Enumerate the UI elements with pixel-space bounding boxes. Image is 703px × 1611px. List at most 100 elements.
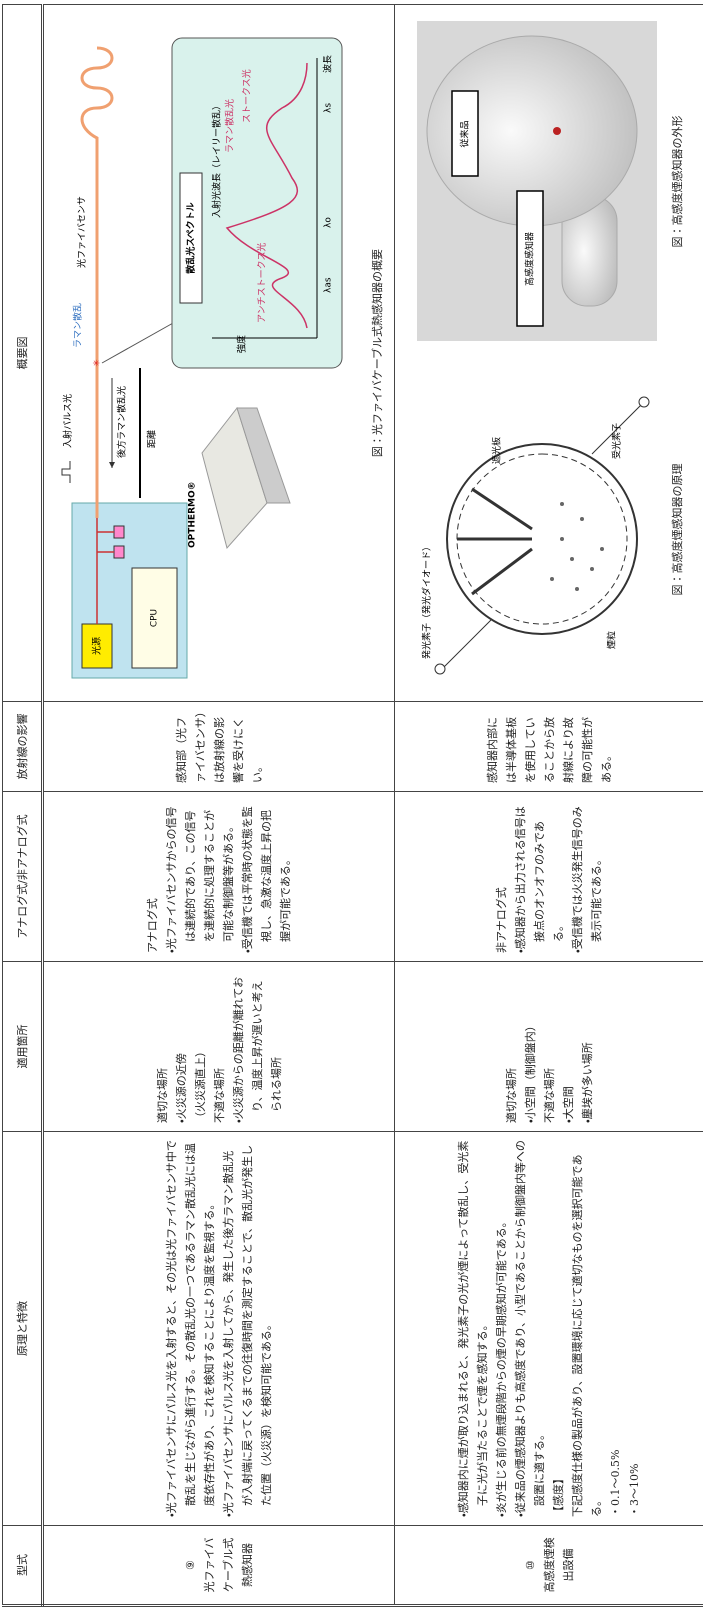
smoke-diagram: 発光素子（発光ダイオード） 遮光板 受光素子 煙粒 (420, 397, 649, 675)
header-cell: 型式 (2, 1525, 43, 1606)
label: 従来品 (458, 121, 470, 148)
cell-text: ・炎が生じる前の無煙段階からの煙の早期感知が可能である。 (495, 1216, 508, 1517)
label: ストークス光 (240, 69, 252, 123)
spectrum-box (171, 37, 342, 369)
axes (211, 58, 317, 339)
title-box (179, 172, 202, 304)
cell-text: ⑨ (184, 1560, 197, 1570)
cell-text: 高感度煙検出設備 (542, 1537, 575, 1593)
cell-text: アナログ式 (146, 898, 159, 953)
header-cell: アナログ式/非アナログ式 (2, 791, 43, 962)
analog-cell: アナログ式 ・光ファイバセンサからの信号は連続的であり、この信号を連続的に処理する… (42, 791, 395, 962)
device (235, 407, 291, 504)
label: アンチストークス光 (255, 243, 267, 323)
analog-cell: 非アナログ式 ・感知器から出力される信号は接点のオンオフのみである。 ・受信機では火… (394, 791, 703, 962)
label: ラマン散乱 (71, 303, 83, 348)
label: 波長 (321, 55, 333, 73)
label: λs (323, 103, 333, 113)
header-row: 型式 原理と特徴 適用箇所 アナログ式/非アナログ式 放射線の影響 概要図 (2, 4, 43, 1606)
label: CPU (149, 609, 159, 627)
cell-text: ・光ファイバセンサにパルス光を入射してから、発生した後方ラマン散乱光が入射端に戻… (222, 1144, 273, 1517)
cell-text: 非アナログ式 (495, 887, 508, 953)
detector (113, 525, 124, 539)
pulse (61, 461, 70, 483)
row: ⑩ 高感度煙検出設備 ・感知器内に煙が取り込まれると、発光素子の光が煙によって散乱… (394, 4, 703, 1606)
principle-cell: ・光ファイバセンサにパルス光を入射すると、その光は光ファイバセンサ中で散乱を生じ… (42, 1131, 395, 1526)
label: 強度 (235, 335, 247, 353)
caption: 図：光ファイバケーブル式熱感知器の概要 (370, 248, 384, 458)
label: 遮光板 (490, 437, 502, 464)
cell-text: ・受信機では平常時の状態を監視し、急激な温度上昇の把握が可能である。 (241, 806, 292, 953)
label: 光源 (90, 637, 102, 655)
header-cell: 原理と特徴 (2, 1131, 43, 1526)
cell-text: ・光ファイバセンサからの信号は連続的であり、この信号を連続的に処理することが可能… (165, 806, 235, 953)
cell-text: 適切な場所 (504, 1068, 518, 1123)
fiber (80, 46, 113, 518)
cell-text: ・光ファイバセンサにパルス光を入射すると、その光は光ファイバセンサ中で散乱を生じ… (165, 1140, 216, 1517)
row: ⑨ 光ファイバケーブル式熱感知器 ・光ファイバセンサにパルス光を入射すると、その光… (42, 4, 395, 1606)
cell-text: ・従来品の煙感知器よりも高感度であり、小型であることから制御盤内等への設置に適す… (514, 1140, 546, 1517)
radiation-cell: 感知器内部には半導体基板を使用していることから放射線により故障の可能性がある。 (394, 701, 703, 792)
label-box (515, 190, 544, 328)
figure-cell: 発光素子（発光ダイオード） 遮光板 受光素子 煙粒 図：高感度煙感知器の原理 高… (394, 4, 703, 702)
cpu-box (131, 567, 177, 669)
label: OPTHERMO® (187, 481, 197, 548)
cell-text: 不適な場所 (542, 1068, 556, 1123)
cell-text: ・受信機では火災発生信号のみ表示可能である。 (571, 806, 603, 953)
chamber-inner (456, 454, 627, 625)
detector-photo: 高感度感知器 従来品 (416, 21, 657, 342)
label: ラマン散乱光 (223, 99, 235, 153)
label: 散乱光スペクトル (184, 202, 196, 273)
terminal (638, 397, 649, 408)
label: λas (323, 277, 333, 293)
cell-text: ・大空間 (561, 1086, 575, 1123)
label: 光ファイバセンサ (75, 196, 87, 268)
label: 煙粒 (605, 631, 617, 649)
principle-cell: ・感知器内に煙が取り込まれると、発光素子の光が煙によって散乱し、受光素子に光が当… (394, 1131, 703, 1526)
cell-text: ・0.1～0.5% (609, 1449, 622, 1517)
spectrum-curve (225, 62, 308, 329)
particles (549, 502, 604, 592)
header-cell: 適用箇所 (2, 961, 43, 1132)
detector (113, 545, 124, 559)
scatter-star: ✳ (92, 359, 102, 367)
cell-text: ⑩ (523, 1560, 537, 1570)
shield (456, 488, 533, 596)
terminal (434, 664, 445, 675)
cell-text: 光ファイバケーブル式熱感知器 (203, 1537, 254, 1593)
label: λo (323, 217, 333, 228)
cell-text: ・感知器から出力される信号は接点のオンオフのみである。 (514, 806, 565, 953)
fiber-diagram: 光源 CPU 入射パルス光 後方ラマン散乱光 距離 ✳ ラマン散乱 光ファイバセ… (61, 37, 342, 679)
cell-text: （火災源直上） (193, 1046, 207, 1123)
type-cell: ⑩ 高感度煙検出設備 (394, 1525, 703, 1606)
figure-cell: 光源 CPU 入射パルス光 後方ラマン散乱光 距離 ✳ ラマン散乱 光ファイバセ… (42, 4, 395, 702)
figure: 発光素子（発光ダイオード） 遮光板 受光素子 煙粒 図：高感度煙感知器の原理 (412, 370, 687, 690)
label: 後方ラマン散乱光 (115, 386, 127, 458)
application-cell: 適切な場所 ・火災源の近傍 （火災源直上） 不適な場所 ・火災源からの距離が離れており、… (42, 961, 395, 1132)
callout (101, 317, 182, 364)
cell-text: ・火災源からの距離が離れており、温度上昇が遅いと考えられる場所 (231, 976, 283, 1123)
cell-text: ・火災源の近傍 (174, 1053, 188, 1123)
header-cell: 概要図 (2, 4, 43, 702)
cell-text: ・小空間（制御盤内） (523, 1020, 537, 1123)
cell-text: 適切な場所 (155, 1068, 169, 1123)
cell-text: 【感度】 (552, 1473, 565, 1517)
indicator (552, 127, 561, 136)
label: 発光素子（発光ダイオード） (420, 542, 432, 659)
application-cell: 適切な場所 ・小空間（制御盤内） 不適な場所 ・大空間 ・塵埃が多い場所 (394, 961, 703, 1132)
lead (441, 404, 642, 670)
cell-text: ・塵埃が多い場所 (580, 1042, 594, 1123)
label: 入射パルス光 (61, 394, 73, 448)
chamber (445, 443, 638, 636)
header-cell: 放射線の影響 (2, 701, 43, 792)
wire (95, 518, 114, 624)
cell-text: 感知器内部には半導体基板を使用していることから放射線により故障の可能性がある。 (485, 717, 613, 783)
label-box (450, 90, 479, 178)
caption: 図：高感度煙感知器の原理 (670, 463, 684, 596)
cell-text: 感知部（光ファイバセンサ）は放射線の影響を受けにくい。 (174, 711, 264, 783)
cell-text: 下記感度仕様の製品があり、設置環境に応じて適切なものを選択可能である。 (571, 1154, 603, 1517)
cell-text: ・3～10% (628, 1463, 641, 1517)
